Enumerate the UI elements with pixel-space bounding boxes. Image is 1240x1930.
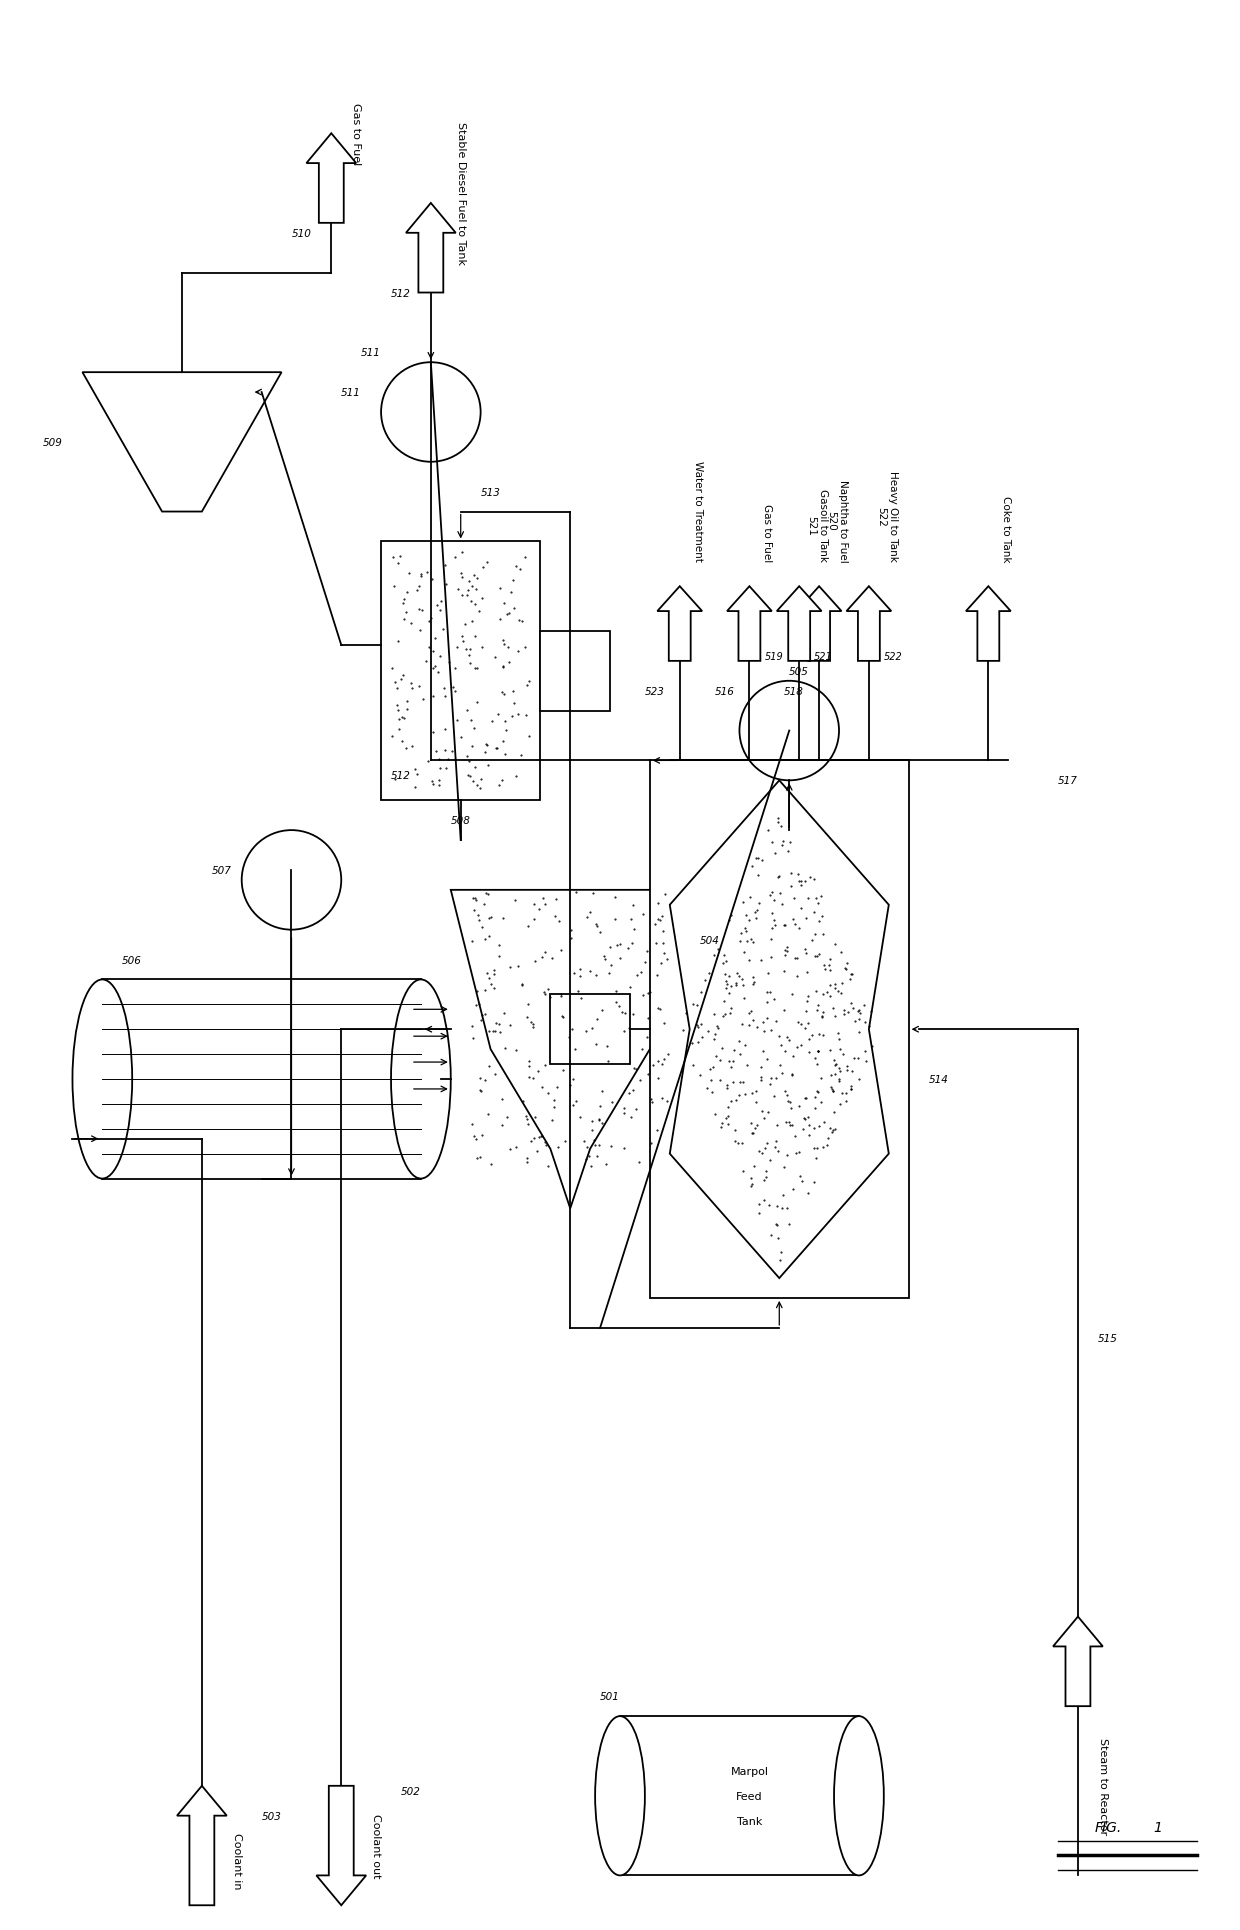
Ellipse shape (595, 1716, 645, 1876)
Bar (620, 1716, 859, 1876)
Polygon shape (1053, 1617, 1102, 1706)
Bar (551, 994, 630, 1065)
Text: 518: 518 (784, 687, 805, 697)
Text: 510: 510 (291, 228, 311, 239)
Text: 523: 523 (645, 687, 665, 697)
Text: 1: 1 (1153, 1820, 1162, 1834)
Text: Coolant in: Coolant in (232, 1832, 242, 1889)
Polygon shape (847, 587, 892, 662)
Text: 515: 515 (1097, 1334, 1117, 1343)
Bar (381, 542, 541, 801)
Text: Feed: Feed (737, 1791, 763, 1801)
Text: Coolant out: Coolant out (371, 1814, 381, 1878)
Polygon shape (451, 890, 689, 1208)
Polygon shape (316, 1785, 366, 1905)
Text: 516: 516 (714, 687, 734, 697)
Text: 517: 517 (1058, 776, 1078, 786)
Bar (541, 631, 610, 712)
Polygon shape (657, 587, 702, 662)
Text: Gas to Fuel: Gas to Fuel (763, 504, 773, 562)
Text: 502: 502 (401, 1785, 420, 1795)
Text: 508: 508 (451, 816, 471, 826)
Text: 507: 507 (212, 865, 232, 876)
Text: 501: 501 (600, 1691, 620, 1702)
Polygon shape (405, 205, 456, 293)
Text: Steam to Reactor: Steam to Reactor (1097, 1737, 1107, 1833)
Polygon shape (966, 587, 1011, 662)
Text: Gasoil to Tank
521: Gasoil to Tank 521 (806, 488, 828, 562)
Polygon shape (727, 587, 771, 662)
Polygon shape (82, 372, 281, 511)
Text: Heavy Oil to Tank
522: Heavy Oil to Tank 522 (875, 471, 898, 562)
Text: 503: 503 (262, 1810, 281, 1820)
Polygon shape (177, 1785, 227, 1905)
Text: 521: 521 (815, 652, 833, 662)
Text: 505: 505 (789, 666, 810, 677)
Text: Marpol: Marpol (730, 1766, 769, 1776)
Bar (650, 760, 909, 1299)
Text: Water to Treatment: Water to Treatment (693, 461, 703, 562)
Text: Naphtha to Fuel
520: Naphtha to Fuel 520 (826, 479, 848, 562)
Text: 504: 504 (699, 936, 719, 946)
Text: 519: 519 (764, 652, 784, 662)
Text: 512: 512 (391, 288, 410, 299)
Text: 511: 511 (361, 347, 381, 359)
Circle shape (739, 681, 839, 782)
Text: 514: 514 (929, 1075, 949, 1085)
Ellipse shape (835, 1716, 884, 1876)
Circle shape (381, 363, 481, 463)
Text: FIG.: FIG. (1094, 1820, 1121, 1834)
Text: 509: 509 (42, 438, 62, 448)
Text: 506: 506 (123, 955, 143, 965)
Ellipse shape (391, 980, 451, 1179)
Polygon shape (776, 587, 822, 662)
Polygon shape (306, 135, 356, 224)
Polygon shape (797, 587, 842, 662)
Circle shape (242, 830, 341, 930)
Ellipse shape (72, 980, 133, 1179)
Text: 511: 511 (341, 388, 361, 398)
Text: Stable Diesel Fuel to Tank: Stable Diesel Fuel to Tank (456, 122, 466, 264)
Text: Tank: Tank (737, 1816, 763, 1826)
Text: 513: 513 (481, 488, 501, 498)
Text: 522: 522 (884, 652, 903, 662)
Bar (103, 980, 420, 1179)
Text: Gas to Fuel: Gas to Fuel (351, 102, 361, 166)
Text: Coke to Tank: Coke to Tank (1001, 496, 1012, 562)
Text: 512: 512 (391, 770, 410, 782)
Polygon shape (670, 782, 889, 1278)
